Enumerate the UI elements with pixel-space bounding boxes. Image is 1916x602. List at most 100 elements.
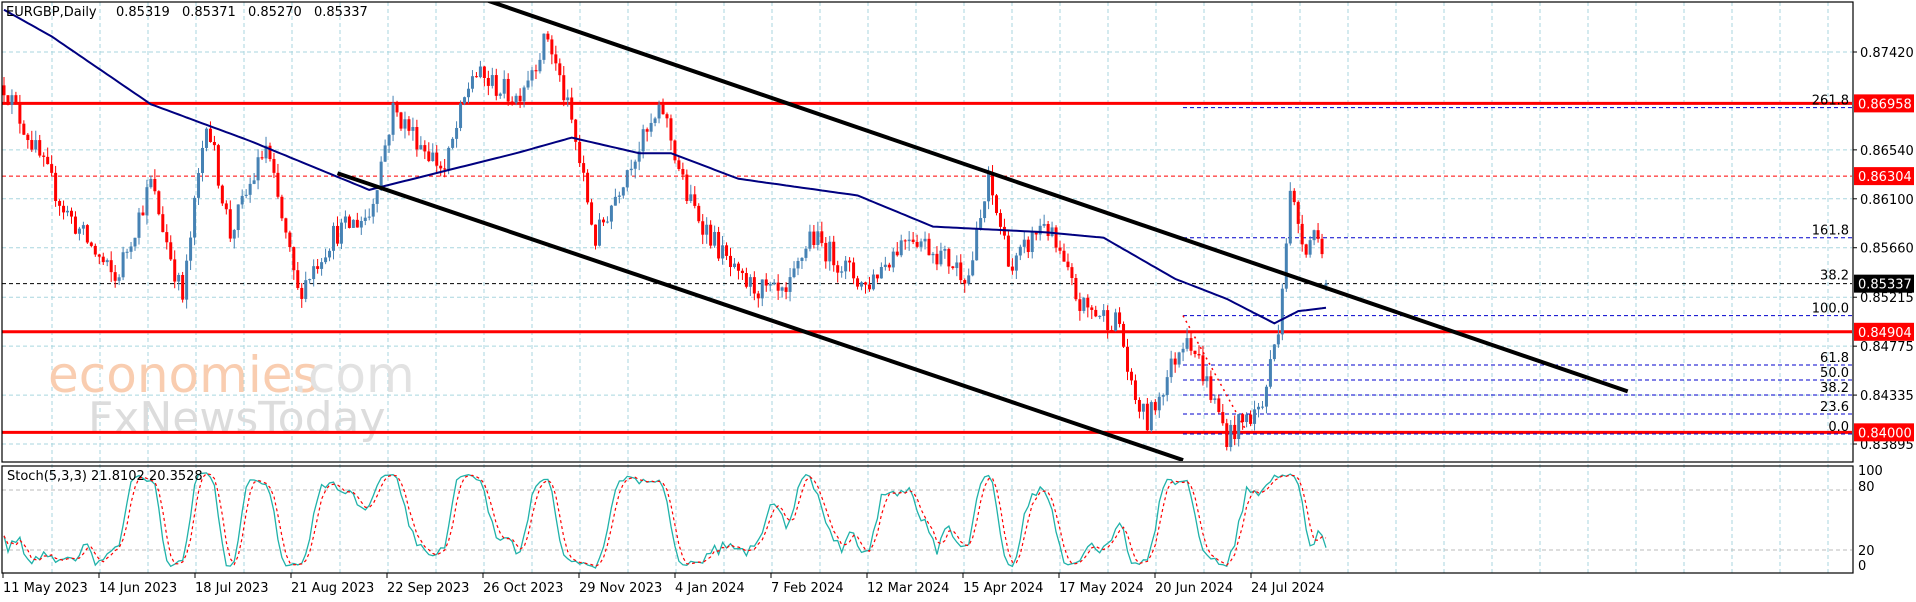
trend-channel[interactable] [336, 1, 1629, 461]
candle-body [586, 172, 590, 203]
candle-body [1118, 312, 1122, 324]
candle-body [574, 119, 578, 142]
candle-body [538, 59, 542, 72]
candle-body [669, 118, 673, 141]
candle-body [915, 241, 919, 247]
candle-body [621, 187, 625, 196]
header-symbol: EURGBP,Daily [6, 5, 97, 20]
candle-body [1253, 409, 1257, 424]
price-axis[interactable]: 0.87420 0.86540 0.86100 0.85660 0.85215 0.847… [1853, 46, 1914, 453]
stoch-main-line [3, 472, 1327, 569]
candle-body [300, 287, 304, 299]
candle-body [987, 173, 991, 202]
candle-body [1173, 358, 1177, 365]
candle-body [530, 70, 534, 81]
date-label: 17 May 2024 [1059, 581, 1144, 596]
candle-body [133, 237, 137, 247]
header-high: 0.85371 [182, 5, 236, 20]
candle-body [665, 114, 669, 119]
candle-body [284, 218, 288, 233]
candle-body [1284, 243, 1288, 289]
fib-trendline [1182, 315, 1249, 435]
candle-body [252, 180, 256, 184]
candle-body [387, 134, 391, 146]
candle-body [1324, 283, 1328, 286]
price-label: 0.84904 [1858, 326, 1912, 341]
candle-body [955, 262, 959, 269]
price-label-box [1854, 94, 1914, 113]
candle-body [463, 97, 467, 104]
candle-body [788, 277, 792, 292]
candle-body [764, 279, 768, 286]
candle-body [1006, 235, 1010, 267]
candle-body [149, 179, 153, 188]
moving-average [3, 8, 1327, 325]
date-axis[interactable]: 11 May 2023 14 Jun 2023 18 Jul 2023 21 Aug … [2, 573, 1325, 596]
candle-body [792, 268, 796, 278]
candle-body [598, 219, 601, 246]
candle-body [415, 127, 419, 150]
stoch-level-80: 80 [1858, 480, 1875, 495]
candle-body [939, 250, 943, 265]
candle-body [554, 54, 558, 64]
candle-body [109, 260, 113, 273]
candle-body [1276, 334, 1280, 345]
stoch-panel-border [1, 465, 1854, 574]
date-label: 7 Feb 2024 [771, 581, 844, 596]
candle-body [466, 88, 470, 98]
candle-body [816, 231, 820, 246]
candle-body [883, 264, 887, 268]
candle-body [1177, 352, 1181, 365]
candle-body [1034, 231, 1038, 235]
candle-body [42, 155, 46, 157]
candle-body [796, 260, 800, 269]
date-label: 12 Mar 2024 [867, 581, 949, 596]
candle-body [1260, 406, 1264, 408]
candle-body [1213, 398, 1217, 400]
candle-body [343, 216, 347, 223]
candle-body [308, 279, 312, 281]
candle-body [566, 97, 570, 101]
date-label: 18 Jul 2023 [195, 581, 269, 596]
candle-body [1098, 315, 1102, 317]
horizontal-levels [2, 101, 1852, 434]
candle-body [1217, 398, 1221, 413]
candle-body [236, 204, 240, 231]
candle-body [836, 265, 840, 273]
candle-body [359, 220, 363, 228]
candle-body [1304, 244, 1308, 255]
candle-body [26, 134, 30, 141]
candle-body [498, 93, 502, 96]
fib-label: 50.0 [1820, 366, 1849, 381]
fib-label: 23.6 [1820, 400, 1849, 415]
candle-body [1054, 227, 1058, 248]
candle-body [1110, 330, 1114, 332]
candle-body [518, 95, 522, 102]
candle-body [971, 260, 975, 276]
candle-body [772, 282, 776, 285]
candle-body [256, 157, 260, 181]
stoch-level-20: 20 [1858, 544, 1875, 559]
candle-body [1133, 380, 1137, 400]
candle-body [1280, 288, 1284, 335]
candle-body [510, 101, 514, 103]
candle-body [125, 251, 129, 253]
candle-body [451, 138, 455, 148]
candle-body [1257, 406, 1261, 410]
candle-body [1272, 344, 1276, 360]
fib-label: 261.8 [1812, 94, 1849, 109]
candle-body [649, 122, 653, 132]
candle-body [609, 205, 613, 222]
fib-label: 61.8 [1820, 351, 1849, 366]
candle-body [963, 280, 967, 284]
header-low: 0.85270 [248, 5, 302, 20]
candle-body [470, 76, 474, 89]
candle-body [522, 87, 526, 102]
candle-body [62, 205, 66, 213]
candle-body [486, 77, 490, 86]
candle-body [332, 225, 336, 251]
date-label: 15 Apr 2024 [963, 581, 1043, 596]
candle-body [208, 128, 212, 142]
